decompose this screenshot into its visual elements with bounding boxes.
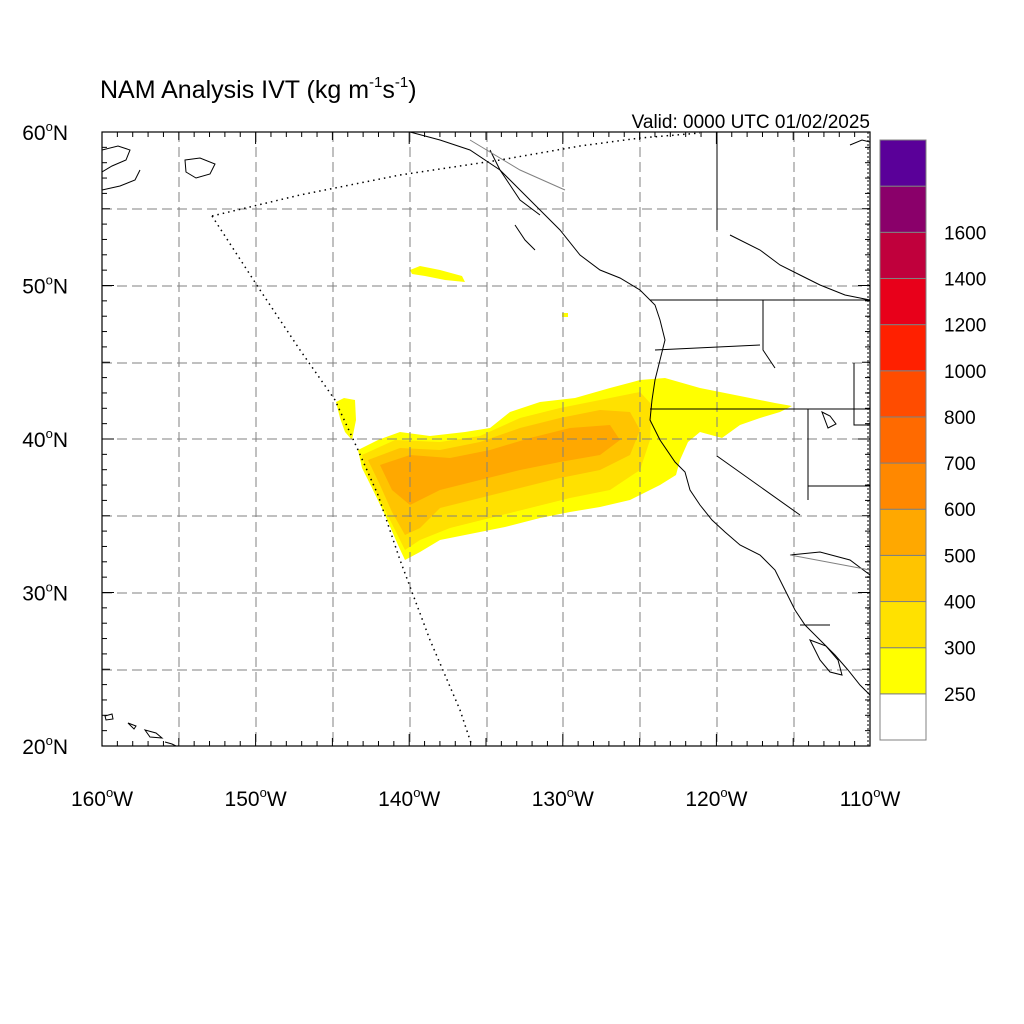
colorbar-label: 600 <box>944 500 976 521</box>
lat-tick-label: 30oN <box>22 580 68 606</box>
chart-title: NAM Analysis IVT (kg m-1s-1) <box>100 74 417 104</box>
lon-tick-label: 150oW <box>225 785 287 811</box>
ivt-500-contour <box>380 425 620 505</box>
lat-tick-label: 50oN <box>22 273 68 299</box>
political-boundaries <box>650 132 870 746</box>
coastlines <box>102 132 870 746</box>
graticule <box>102 132 870 746</box>
lon-tick-label: 120oW <box>685 785 747 811</box>
ivt-filled-contours <box>336 266 792 560</box>
colorbar-swatch <box>879 462 927 510</box>
colorbar-swatch <box>879 554 927 603</box>
colorbar-swatch <box>879 508 927 556</box>
colorbar-swatch <box>879 693 927 741</box>
colorbar-label: 500 <box>944 546 976 567</box>
colorbar-label: 1000 <box>944 362 986 383</box>
colorbar-label: 700 <box>944 454 976 475</box>
colorbar-swatch <box>879 139 927 187</box>
country-boundaries-grey <box>469 139 870 571</box>
colorbar-swatch <box>879 277 927 326</box>
valid-time-label: Valid: 0000 UTC 01/02/2025 <box>632 112 870 133</box>
colorbar-swatch <box>879 601 927 649</box>
colorbar-swatch <box>879 647 927 695</box>
lon-tick-label: 140oW <box>378 785 440 811</box>
colorbar-swatch <box>879 185 927 233</box>
colorbar-swatch <box>879 324 927 372</box>
colorbar-label: 1200 <box>944 316 986 337</box>
colorbar-label: 1400 <box>944 269 986 290</box>
lat-tick-label: 40oN <box>22 426 68 452</box>
lon-tick-label: 130oW <box>532 785 594 811</box>
colorbar-label: 400 <box>944 593 976 614</box>
axis-ticks <box>101 131 871 747</box>
colorbar-swatch <box>879 231 927 279</box>
map-area <box>102 132 870 746</box>
ivt-250-patch-west <box>336 398 356 440</box>
axis-labels: 160oW 150oW 140oW 130oW 120oW 110oW 60oN 50oN 40… <box>22 119 900 811</box>
colorbar-swatch <box>879 370 927 418</box>
colorbar-label: 300 <box>944 639 976 660</box>
colorbar-label: 1600 <box>944 223 986 244</box>
colorbar-swatch <box>879 416 927 464</box>
ivt-250-patch-north <box>410 266 465 282</box>
lon-tick-label: 160oW <box>71 785 133 811</box>
colorbar-label: 250 <box>944 685 976 706</box>
colorbar: 250 300 400 500 600 700 800 1000 1200 1400 1600 <box>879 139 986 741</box>
lat-tick-label: 20oN <box>22 733 68 759</box>
lon-tick-label: 110oW <box>840 785 901 811</box>
lat-tick-label: 60oN <box>22 119 68 145</box>
colorbar-label: 800 <box>944 408 976 429</box>
